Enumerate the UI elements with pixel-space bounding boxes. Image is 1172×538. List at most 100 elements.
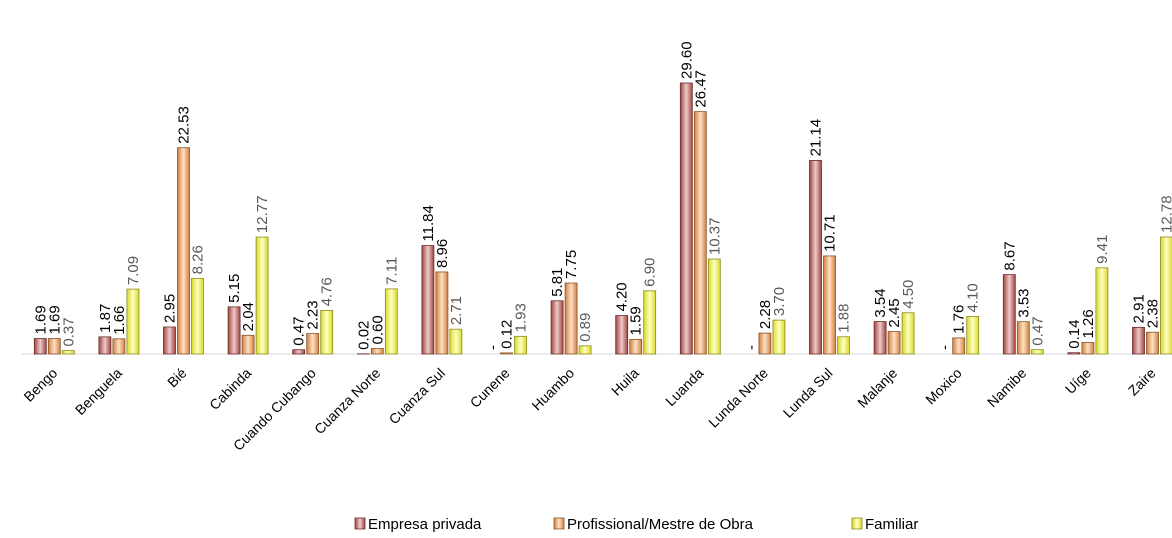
bar: [126, 288, 140, 355]
data-label: 1.87: [97, 304, 114, 333]
bar: [887, 331, 901, 355]
bar: [1081, 342, 1095, 355]
data-label: 5.81: [549, 268, 566, 297]
data-label: 4.50: [900, 280, 917, 309]
bar: [966, 316, 980, 355]
bar: [564, 282, 578, 355]
data-label: 0.60: [369, 315, 386, 344]
data-label: 4.10: [965, 283, 982, 312]
bar: [1160, 236, 1172, 355]
data-label: 0.89: [577, 313, 594, 342]
data-label: 21.14: [808, 119, 825, 157]
bar: [823, 255, 836, 355]
legend-label: Empresa privada: [368, 516, 482, 533]
legend-swatch: [553, 517, 565, 530]
x-tick-label: Uíge: [1062, 365, 1094, 397]
legend-label: Familiar: [865, 516, 918, 533]
data-label: 2.71: [448, 296, 465, 325]
data-label: 2.95: [162, 294, 179, 323]
data-label: 26.47: [692, 70, 709, 108]
x-tick-label: Benguela: [72, 365, 125, 418]
data-label: 5.15: [226, 274, 243, 303]
bar: [98, 336, 112, 355]
data-label: 0.12: [499, 320, 516, 349]
legend-label: Profissional/Mestre de Obra: [567, 516, 754, 533]
bar: [615, 315, 629, 355]
bar: [1067, 352, 1081, 355]
bar: [1002, 274, 1016, 355]
bar: [384, 288, 398, 355]
data-label: 7.75: [563, 250, 580, 279]
data-label: 1.76: [951, 305, 968, 334]
data-label: 10.71: [822, 214, 839, 252]
bar: [320, 310, 334, 355]
data-label: 2.91: [1131, 294, 1148, 323]
data-label: 8.96: [434, 239, 451, 268]
data-label: 2.04: [240, 302, 257, 331]
bar: [514, 335, 527, 355]
x-tick-label: Malanje: [854, 365, 900, 411]
bar: [33, 338, 47, 355]
data-label: -: [485, 345, 502, 350]
bar: [758, 332, 772, 355]
x-tick-label: Namibe: [984, 365, 1030, 411]
bar: [1095, 267, 1109, 355]
legend-swatch: [354, 517, 366, 530]
x-tick-label: Lunda Norte: [705, 365, 771, 431]
bar: [873, 321, 887, 355]
bar: [643, 290, 657, 355]
data-label: 2.28: [757, 300, 774, 329]
data-label: 0.14: [1066, 320, 1083, 349]
bar: [177, 147, 190, 355]
bar: [1030, 349, 1044, 355]
data-label: 1.69: [46, 305, 63, 334]
data-label: -: [743, 345, 760, 350]
data-label: 2.23: [305, 300, 322, 329]
bar: [578, 345, 592, 355]
data-label: 2.45: [886, 298, 903, 327]
bar: [837, 336, 850, 355]
data-label: 9.41: [1094, 235, 1111, 264]
x-tick-label: Bengo: [20, 365, 60, 405]
bar: [255, 236, 269, 355]
x-tick-label: Luanda: [662, 365, 706, 409]
x-tick-label: Huambo: [528, 365, 577, 414]
data-label: 4.76: [319, 277, 336, 306]
bar: [679, 82, 693, 355]
data-label: 6.90: [642, 258, 659, 287]
data-label: 1.26: [1080, 309, 1097, 338]
bar: [435, 271, 449, 355]
x-tick-label: Cunene: [467, 365, 513, 411]
data-label: 12.77: [254, 196, 271, 234]
data-label: 3.53: [1015, 288, 1032, 317]
data-label: 0.02: [355, 321, 372, 350]
x-tick-label: Cuanza Norte: [311, 365, 384, 438]
data-label: 22.53: [176, 106, 193, 144]
bar: [693, 111, 707, 355]
bar: [952, 337, 966, 355]
data-label: 11.84: [420, 205, 437, 241]
data-label: 1.66: [111, 306, 128, 335]
x-tick-label: Huila: [608, 365, 642, 399]
bar: [707, 258, 721, 355]
bar: [292, 349, 306, 355]
data-label: 12.78: [1159, 195, 1172, 233]
x-tick-label: Bié: [164, 365, 190, 391]
bar: [191, 277, 204, 355]
data-label: 1.69: [32, 305, 49, 334]
data-label: 4.20: [614, 282, 631, 311]
data-label: 3.70: [771, 287, 788, 316]
bar: [901, 312, 915, 355]
bar: [163, 326, 176, 355]
bar: [421, 245, 435, 355]
bar: [370, 348, 384, 355]
data-label: 1.93: [513, 303, 530, 332]
data-label: 1.88: [836, 304, 853, 333]
x-tick-label: Zaire: [1125, 365, 1159, 399]
bar: [47, 338, 61, 355]
data-label: 8.26: [190, 245, 207, 274]
data-label: 1.59: [628, 306, 645, 335]
x-tick-label: Moxico: [922, 365, 965, 408]
data-label: 0.47: [1029, 316, 1046, 345]
